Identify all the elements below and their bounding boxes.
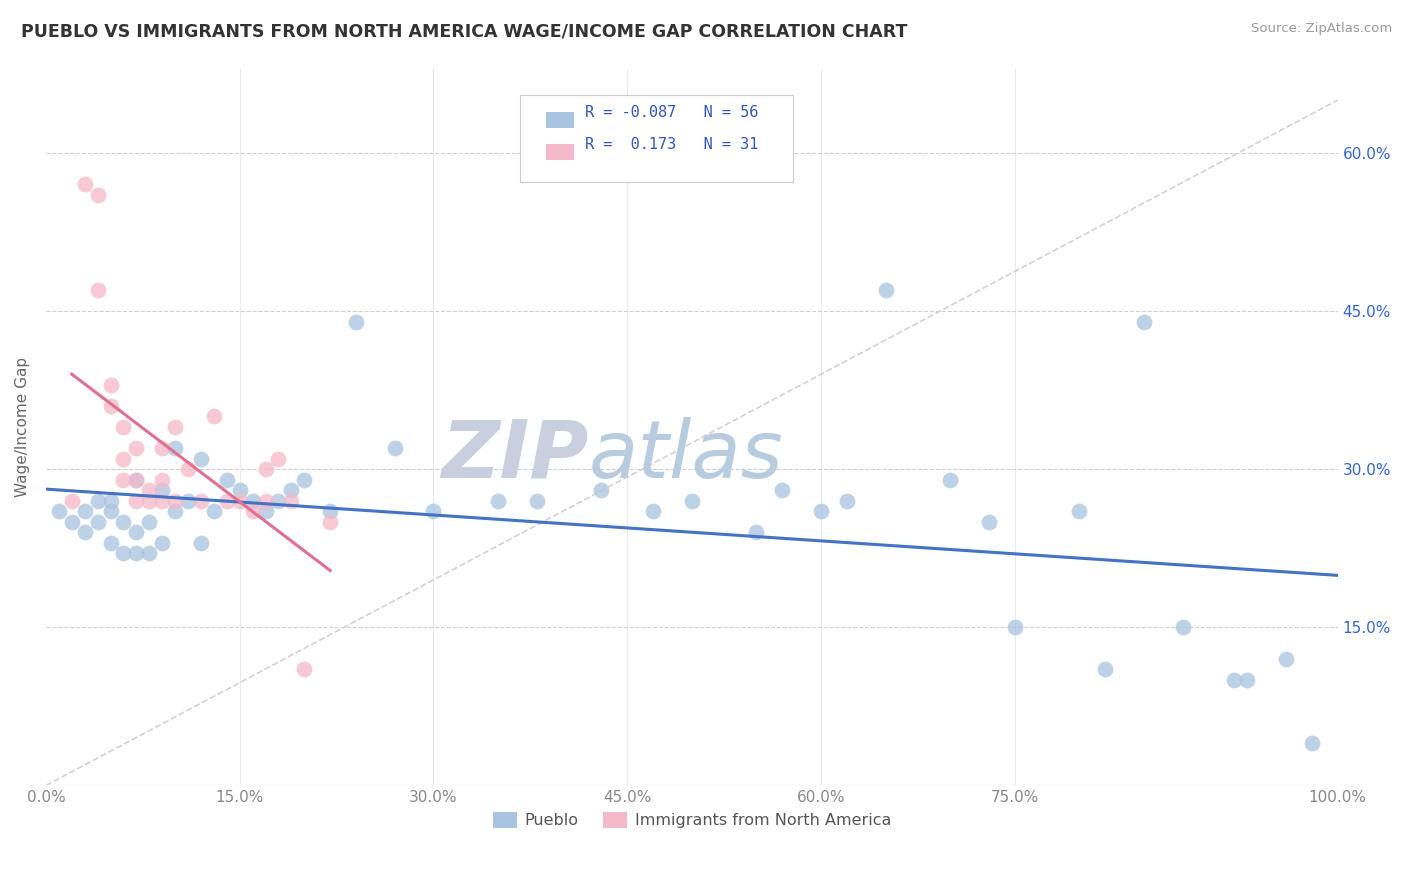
Point [486,493,509,508]
Point [770,483,793,498]
Bar [546,144,574,160]
Point [100,377,122,392]
Point [73,525,96,540]
Point [190,451,212,466]
Point [100,399,122,413]
Point [177,462,200,476]
Point [267,493,290,508]
Point [125,473,148,487]
Point [86,493,108,508]
Point [112,515,135,529]
Point [745,525,768,540]
Point [1133,314,1156,328]
Y-axis label: Wage/Income Gap: Wage/Income Gap [15,357,30,497]
Legend: Pueblo, Immigrants from North America: Pueblo, Immigrants from North America [486,805,897,835]
Point [215,473,238,487]
Point [60,493,83,508]
Point [150,441,173,455]
Point [138,493,160,508]
Point [1094,663,1116,677]
Point [138,547,160,561]
Point [319,504,342,518]
Point [100,493,122,508]
Point [641,504,664,518]
Point [125,441,148,455]
Point [86,515,108,529]
Point [1069,504,1091,518]
Point [254,462,277,476]
Point [422,504,444,518]
Point [242,493,264,508]
Point [112,473,135,487]
Point [1275,652,1298,666]
Point [165,441,187,455]
Point [526,493,548,508]
Point [86,283,108,297]
Point [177,493,200,508]
Point [875,283,897,297]
Text: PUEBLO VS IMMIGRANTS FROM NORTH AMERICA WAGE/INCOME GAP CORRELATION CHART: PUEBLO VS IMMIGRANTS FROM NORTH AMERICA … [21,22,907,40]
Point [319,515,342,529]
Point [267,451,290,466]
Point [242,504,264,518]
Point [100,536,122,550]
Point [165,420,187,434]
Point [280,493,302,508]
Point [190,493,212,508]
Point [190,536,212,550]
Point [165,493,187,508]
Point [125,525,148,540]
Point [1223,673,1246,687]
Text: ZIP: ZIP [441,417,589,495]
Point [60,515,83,529]
Point [138,515,160,529]
Point [384,441,406,455]
Point [681,493,703,508]
Point [150,493,173,508]
Point [125,547,148,561]
Point [73,178,96,192]
Point [48,504,70,518]
Point [939,473,962,487]
Point [810,504,832,518]
Point [591,483,613,498]
Bar [546,112,574,128]
Point [1236,673,1258,687]
Point [1301,736,1323,750]
Point [86,188,108,202]
Point [202,409,225,424]
Point [73,504,96,518]
Point [125,493,148,508]
Point [150,536,173,550]
Point [215,493,238,508]
Point [202,504,225,518]
Point [977,515,1000,529]
Text: R = -0.087   N = 56: R = -0.087 N = 56 [585,105,758,120]
Point [1171,620,1194,634]
Point [112,420,135,434]
Point [344,314,367,328]
Text: Source: ZipAtlas.com: Source: ZipAtlas.com [1251,22,1392,36]
Point [254,504,277,518]
Point [280,483,302,498]
Point [254,493,277,508]
Point [165,504,187,518]
Point [100,504,122,518]
Point [112,451,135,466]
Point [292,663,315,677]
Point [125,473,148,487]
Text: R =  0.173   N = 31: R = 0.173 N = 31 [585,136,758,152]
Point [228,483,250,498]
FancyBboxPatch shape [520,95,793,182]
Point [138,483,160,498]
Point [150,473,173,487]
Point [228,493,250,508]
Point [1004,620,1026,634]
Point [112,547,135,561]
Text: atlas: atlas [589,417,783,495]
Point [835,493,858,508]
Point [292,473,315,487]
Point [150,483,173,498]
